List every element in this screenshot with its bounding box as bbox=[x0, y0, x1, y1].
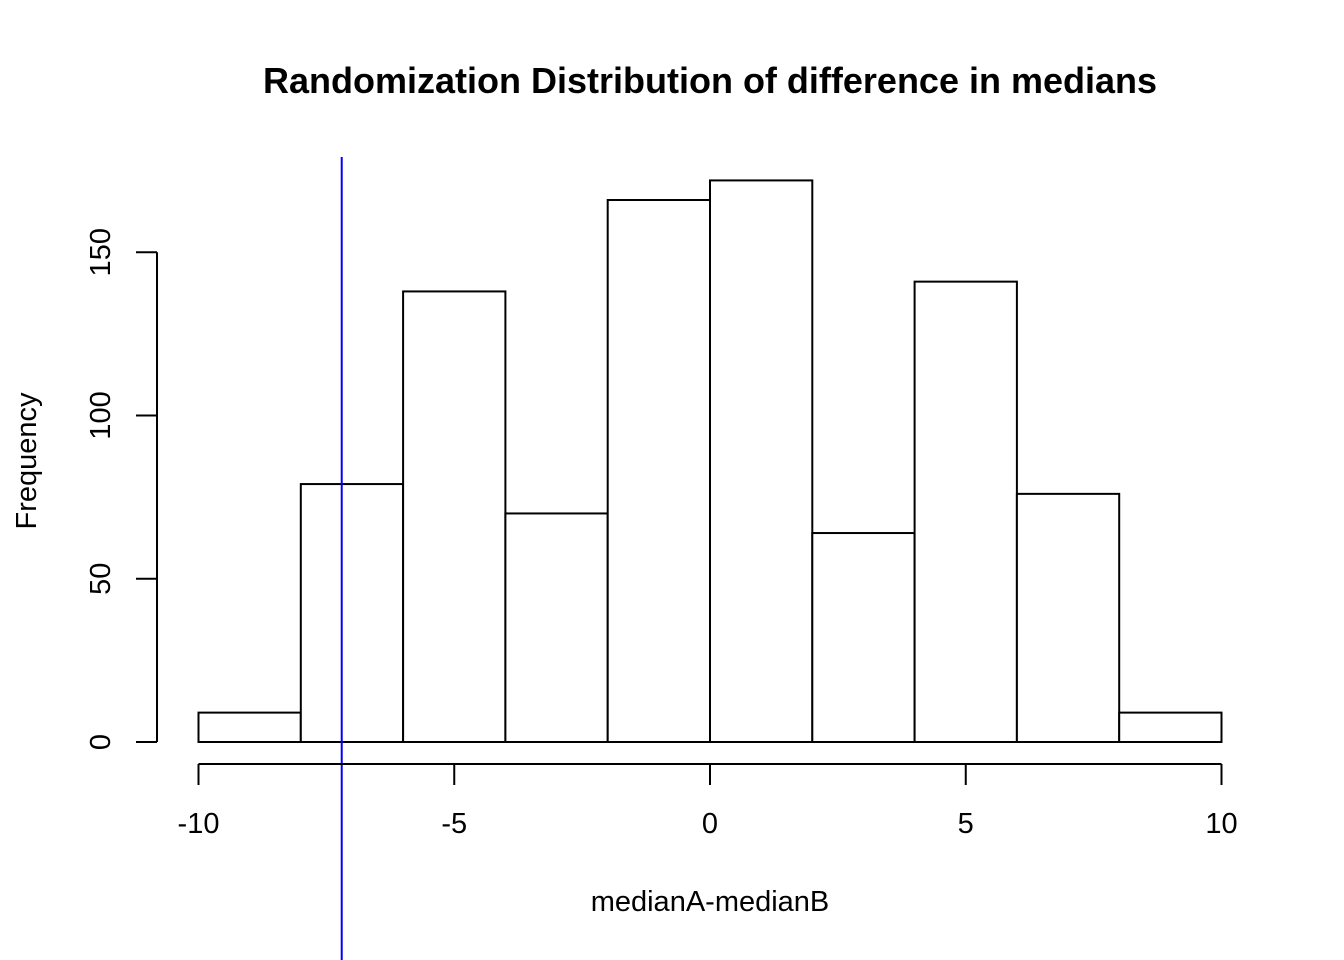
y-axis: 0 50 100 150 bbox=[85, 228, 158, 750]
x-axis: -10 -5 0 5 10 bbox=[178, 763, 1238, 840]
y-tick-label-0: 0 bbox=[85, 734, 117, 750]
histogram-bar-9 bbox=[1118, 711, 1223, 743]
histogram-bar-2 bbox=[402, 290, 507, 743]
x-tick-label-2: 0 bbox=[702, 808, 718, 840]
chart-title: Randomization Distribution of difference… bbox=[263, 60, 1157, 101]
y-tick-label-2: 100 bbox=[85, 391, 117, 439]
y-tick-label-1: 50 bbox=[85, 563, 117, 595]
x-tick-label-1: -5 bbox=[441, 808, 467, 840]
x-axis-label: medianA-medianB bbox=[591, 886, 830, 918]
x-tick-label-4: 10 bbox=[1205, 808, 1237, 840]
histogram-bar-1 bbox=[299, 483, 405, 743]
y-tick-label-3: 150 bbox=[85, 228, 117, 276]
y-axis-label: Frequency bbox=[11, 392, 43, 530]
histogram-bar-8 bbox=[1015, 492, 1121, 743]
x-tick-label-3: 5 bbox=[958, 808, 974, 840]
histogram-bar-0 bbox=[197, 711, 302, 743]
histogram-bars bbox=[197, 179, 1223, 744]
histogram-bar-5 bbox=[709, 179, 814, 744]
histogram-bar-3 bbox=[504, 512, 609, 744]
histogram-bar-4 bbox=[606, 199, 712, 743]
x-tick-label-0: -10 bbox=[178, 808, 220, 840]
histogram-bar-6 bbox=[811, 532, 916, 743]
histogram-bar-7 bbox=[913, 280, 1018, 743]
